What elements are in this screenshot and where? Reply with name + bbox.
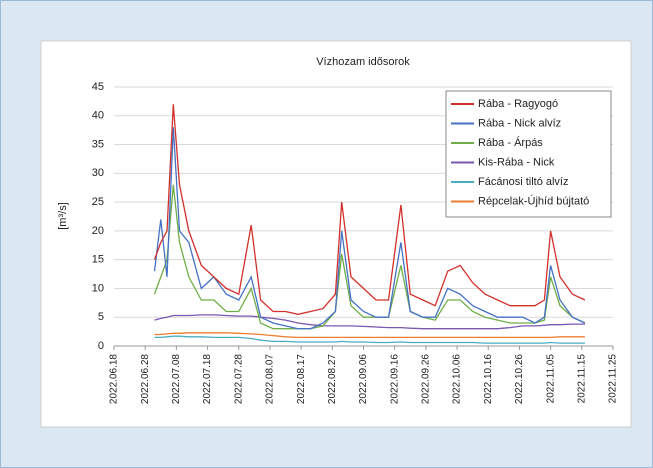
legend-label: Répcelak-Újhíd bújtató [478, 194, 589, 207]
series-line [153, 184, 586, 330]
x-tick-label: 2022.06.18 [109, 354, 120, 404]
x-tick-label: 2022.10.06 [452, 354, 463, 404]
x-tick-label: 2022.10.26 [514, 354, 525, 404]
y-tick-label: 30 [92, 167, 104, 179]
y-tick-label: 20 [92, 225, 104, 237]
x-tick-label: 2022.09.06 [358, 354, 369, 404]
series-line [154, 332, 585, 339]
y-tick-label: 15 [92, 254, 104, 266]
series-line [153, 127, 586, 330]
y-tick-label: 5 [98, 311, 104, 323]
x-tick-label: 2022.09.16 [389, 354, 400, 404]
y-tick-label: 40 [92, 110, 104, 122]
x-tick-label: 2022.09.26 [421, 354, 432, 404]
legend-label: Fácánosi tiltó alvíz [478, 176, 568, 188]
legend-label: Rába - Árpás [478, 136, 543, 149]
x-tick-label: 2022.08.07 [265, 354, 276, 404]
x-tick-label: 2022.11.25 [608, 354, 619, 404]
y-tick-label: 35 [92, 138, 104, 150]
legend-box [445, 90, 612, 218]
y-tick-label: 45 [92, 81, 104, 93]
x-tick-label: 2022.11.05 [545, 354, 556, 404]
series-line [154, 335, 585, 344]
legend-label: Rába - Nick alvíz [478, 117, 561, 129]
legend-label: Kis-Rába - Nick [478, 156, 555, 168]
x-tick-label: 2022.08.17 [296, 354, 307, 404]
x-tick-label: 2022.10.16 [483, 354, 494, 404]
x-tick-label: 2022.07.18 [202, 354, 213, 404]
y-tick-label: 0 [98, 340, 104, 352]
y-axis-label: [m³/s] [57, 202, 69, 230]
chart-title: Vízhozam idősorok [316, 56, 410, 68]
x-tick-label: 2022.11.15 [576, 354, 587, 404]
x-tick-label: 2022.08.27 [327, 354, 338, 404]
y-tick-label: 25 [92, 196, 104, 208]
legend-label: Rába - Ragyogó [478, 98, 558, 110]
series-line [154, 314, 585, 330]
y-tick-label: 10 [92, 282, 104, 294]
x-tick-label: 2022.07.28 [233, 354, 244, 404]
x-tick-label: 2022.07.08 [171, 354, 182, 404]
series-line [153, 104, 586, 315]
x-tick-label: 2022.06.28 [140, 354, 151, 404]
